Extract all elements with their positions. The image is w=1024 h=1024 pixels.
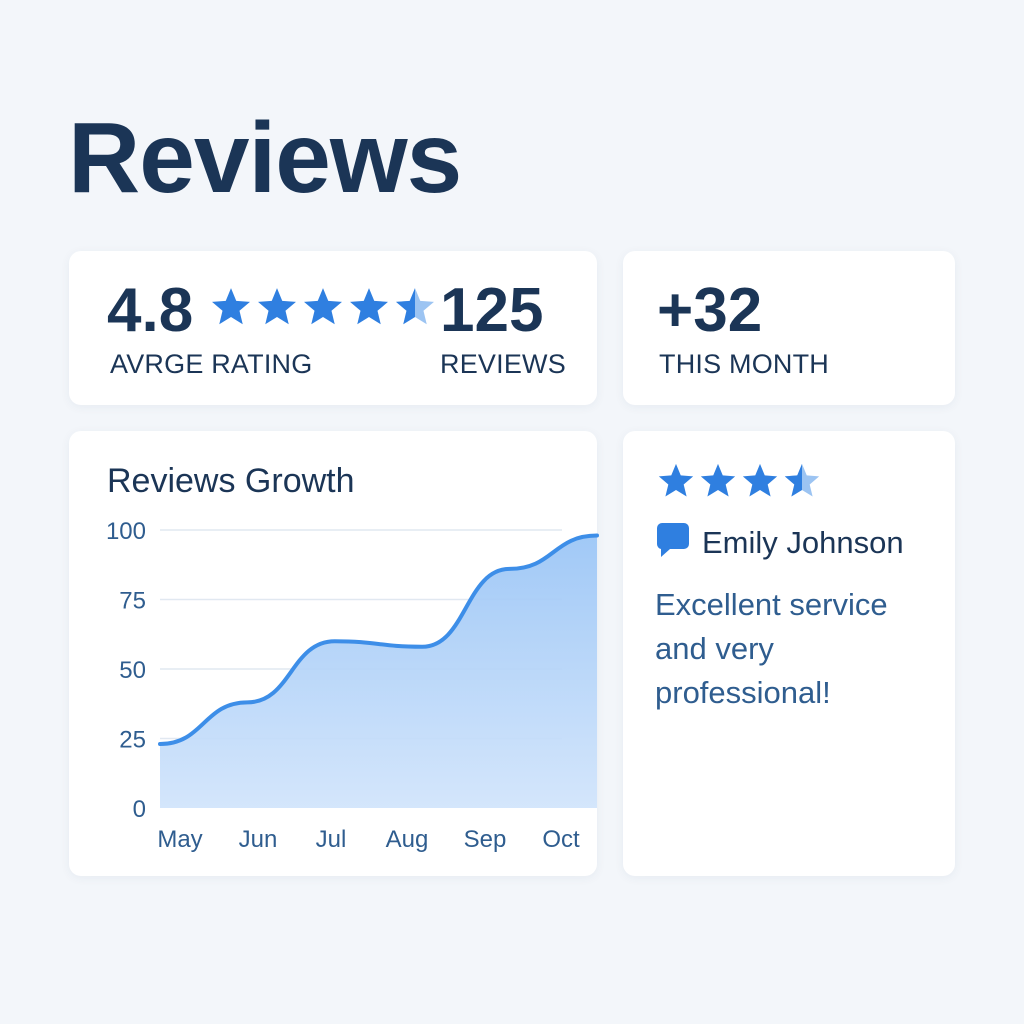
- x-tick-label: Sep: [464, 826, 507, 853]
- speech-bubble-icon: [656, 522, 690, 563]
- month-card: [623, 251, 955, 405]
- series-area: [160, 535, 597, 808]
- reviewer-name: Emily Johnson: [702, 524, 904, 560]
- star-icon: [302, 286, 344, 328]
- star-icon: [210, 286, 252, 328]
- half-star-icon: [394, 286, 436, 328]
- star-icon: [348, 286, 390, 328]
- x-tick-label: May: [157, 826, 202, 853]
- y-tick-label: 75: [119, 588, 146, 615]
- x-tick-label: Jul: [316, 826, 347, 853]
- x-tick-label: Aug: [386, 826, 429, 853]
- page-title: Reviews: [68, 102, 462, 214]
- half-star-icon: [783, 462, 821, 500]
- month-delta-value: +32: [657, 276, 763, 345]
- star-icon: [657, 462, 695, 500]
- chart-title: Reviews Growth: [107, 462, 355, 500]
- review-text: Excellent service and very professional!: [655, 587, 888, 710]
- x-tick-label: Oct: [542, 826, 580, 853]
- x-tick-label: Jun: [239, 826, 278, 853]
- star-icon: [256, 286, 298, 328]
- rating-stars: [210, 286, 436, 328]
- y-tick-label: 25: [119, 727, 146, 754]
- average-rating-value: 4.8: [107, 276, 194, 345]
- review-count-label: REVIEWS: [440, 349, 566, 379]
- stats-card: [69, 251, 597, 405]
- reviewer-row: Emily Johnson: [656, 522, 904, 563]
- series-line: [158, 533, 599, 747]
- review-stars: [657, 462, 821, 500]
- star-icon: [699, 462, 737, 500]
- review-card: [623, 431, 955, 876]
- month-delta-label: THIS MONTH: [659, 349, 829, 379]
- y-tick-label: 0: [133, 796, 146, 823]
- review-count-value: 125: [440, 276, 544, 345]
- y-tick-label: 50: [119, 657, 146, 684]
- star-icon: [741, 462, 779, 500]
- average-rating-label: AVRGE RATING: [110, 349, 313, 379]
- y-tick-label: 100: [106, 518, 146, 545]
